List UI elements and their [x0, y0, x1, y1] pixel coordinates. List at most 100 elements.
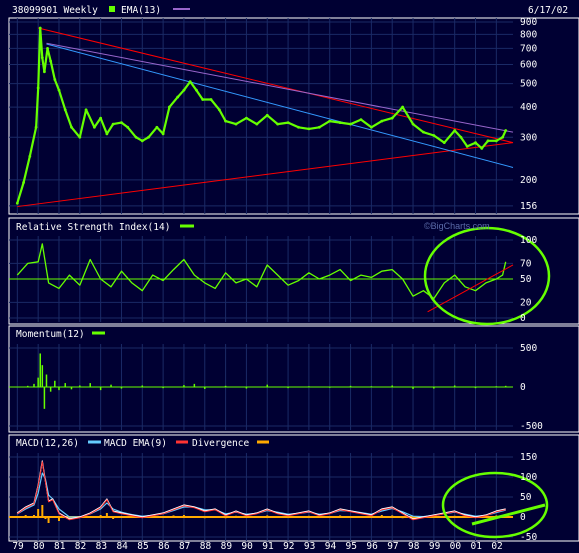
support-trendline: [17, 142, 514, 208]
x-tick-label: 91: [262, 541, 274, 552]
price-point: [209, 98, 213, 101]
x-tick-label: 87: [179, 541, 190, 552]
momentum-panel-frame: [8, 325, 579, 433]
x-tick-label: 93: [304, 541, 315, 552]
momentum-title: Momentum(12): [16, 329, 85, 340]
price-point: [111, 122, 115, 126]
rsi-y-tick-label: 70: [520, 258, 532, 269]
price-y-tick-label: 156: [520, 201, 537, 212]
price-legend-swatch: [109, 6, 115, 12]
price-y-tick-label: 800: [520, 29, 537, 40]
rsi-annotation-circle: [423, 226, 551, 326]
price-point: [255, 122, 259, 126]
x-tick-label: 82: [75, 541, 86, 552]
watermark: ©BigCharts.com: [424, 221, 490, 231]
divergence-line: [17, 461, 506, 521]
price-point: [53, 78, 57, 81]
ema-legend-label: EMA(13): [121, 5, 161, 16]
price-point: [317, 125, 321, 129]
macd-panel-frame: [8, 434, 579, 542]
price-point: [78, 135, 82, 139]
price-point: [501, 135, 504, 139]
x-tick-label: 89: [221, 541, 233, 552]
rsi-y-tick-label: 50: [520, 274, 532, 285]
price-point: [43, 70, 46, 74]
x-tick-label: 92: [283, 541, 294, 552]
price-point: [307, 127, 311, 131]
price-y-tick-label: 600: [520, 60, 537, 71]
price-point: [57, 88, 61, 92]
x-tick-label: 95: [346, 541, 357, 552]
price-point: [286, 121, 290, 125]
x-tick-label: 00: [450, 541, 462, 552]
macd-annotation-circle: [441, 471, 549, 539]
price-point: [245, 116, 248, 120]
price-point: [494, 139, 498, 143]
price-point: [147, 135, 150, 139]
price-point: [297, 125, 300, 129]
x-tick-label: 90: [241, 541, 253, 552]
price-point: [84, 108, 88, 112]
price-point: [15, 201, 19, 205]
momentum-y-tick-label: -500: [520, 421, 543, 432]
price-point: [465, 145, 469, 148]
price-y-tick-label: 500: [520, 79, 537, 90]
symbol-label: 38099901 Weekly: [12, 5, 98, 16]
macd-line: [16, 460, 506, 520]
price-point: [140, 139, 144, 143]
price-point: [195, 88, 198, 92]
x-tick-label: 02: [491, 541, 502, 552]
price-point: [40, 56, 44, 60]
macd-y-tick-label: 0: [520, 512, 526, 523]
price-point: [92, 125, 96, 129]
x-tick-label: 83: [96, 541, 107, 552]
price-point: [161, 132, 165, 136]
rsi-y-tick-label: 20: [520, 297, 532, 308]
macd-y-tick-label: 150: [520, 452, 537, 463]
x-tick-label: 94: [325, 541, 337, 552]
resistance-trendline: [38, 27, 514, 144]
price-point: [338, 121, 342, 125]
price-point: [36, 86, 40, 90]
macd-legend-label: MACD(12,26): [16, 438, 79, 449]
price-point: [155, 125, 159, 129]
price-point: [453, 129, 457, 132]
price-y-tick-label: 400: [520, 102, 537, 113]
price-point: [234, 122, 238, 126]
y-axis-labels: 1562003004005006007008009000205070100-50…: [520, 17, 543, 543]
macd-ema-legend-label: MACD EMA(9): [104, 438, 167, 449]
macd-ema-line: [17, 472, 506, 518]
rsi-panel-frame: [8, 217, 579, 325]
price-point: [46, 46, 49, 50]
x-tick-label: 01: [471, 541, 483, 552]
price-point: [390, 116, 394, 120]
price-point: [380, 119, 384, 123]
rsi-support-trendline: [427, 264, 514, 313]
rsi-y-tick-label: 0: [520, 313, 526, 324]
chart-marks: [9, 26, 514, 523]
price-point: [401, 105, 405, 109]
price-y-tick-label: 900: [520, 17, 537, 28]
price-point: [486, 139, 490, 143]
ema-guide-trendline: [46, 42, 514, 133]
price-point: [182, 88, 186, 92]
macd-y-tick-label: -50: [520, 532, 537, 543]
price-point: [28, 155, 32, 158]
price-y-tick-label: 200: [520, 175, 537, 186]
x-tick-label: 86: [158, 541, 170, 552]
x-tick-label: 85: [137, 541, 148, 552]
momentum-y-tick-label: 0: [520, 382, 526, 393]
x-tick-label: 80: [33, 541, 45, 552]
price-point: [34, 125, 38, 129]
price-y-tick-label: 700: [520, 43, 537, 54]
price-point: [176, 95, 180, 99]
divergence-legend-label: Divergence: [192, 438, 249, 449]
macd-y-tick-label: 50: [520, 492, 532, 503]
price-point: [167, 105, 171, 109]
price-point: [63, 108, 67, 112]
rsi-y-tick-label: 100: [520, 235, 537, 246]
price-point: [432, 134, 436, 137]
price-point: [504, 129, 508, 132]
